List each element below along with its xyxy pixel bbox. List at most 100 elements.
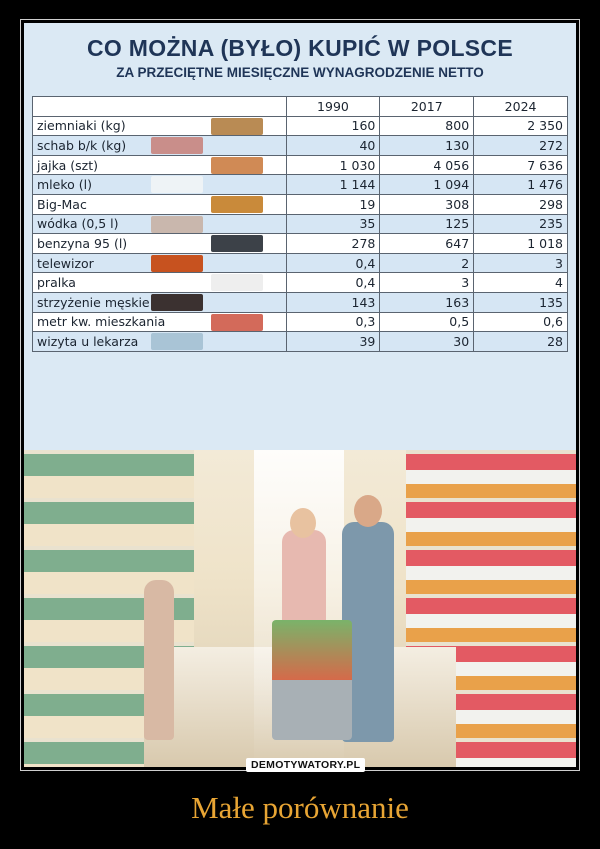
cell-2024: 0,6 bbox=[473, 311, 568, 333]
table-row: ziemniaki (kg) 160 800 2 350 bbox=[32, 115, 568, 137]
row-label-text: mleko (l) bbox=[37, 177, 92, 193]
comparison-table: 1990 2017 2024 ziemniaki (kg) 160 800 2 350… bbox=[32, 96, 568, 352]
table-row: pralka 0,4 3 4 bbox=[32, 272, 568, 293]
poster-frame: CO MOŻNA (BYŁO) KUPIĆ W POLSCE ZA PRZECI… bbox=[20, 19, 580, 772]
row-label: pralka bbox=[32, 272, 287, 293]
poster-subtitle: ZA PRZECIĘTNE MIESIĘCZNE WYNAGRODZENIE N… bbox=[116, 65, 484, 80]
row-label: schab b/k (kg) bbox=[32, 135, 287, 156]
item-photo-icon bbox=[211, 156, 263, 174]
cell-2017: 800 bbox=[379, 115, 475, 137]
cell-2024: 7 636 bbox=[473, 154, 568, 176]
row-label: Big-Mac bbox=[32, 193, 287, 215]
cell-2024: 1 018 bbox=[473, 233, 568, 254]
row-label-text: telewizor bbox=[37, 255, 94, 271]
row-label: wizyta u lekarza bbox=[32, 331, 287, 352]
cell-1990: 143 bbox=[285, 291, 381, 313]
background-shopper bbox=[144, 580, 174, 740]
row-label-text: metr kw. mieszkania bbox=[37, 314, 166, 330]
caption: Małe porównanie bbox=[191, 790, 409, 825]
row-label-text: wizyta u lekarza bbox=[37, 333, 139, 349]
watermark: DEMOTYWATORY.PL bbox=[246, 758, 366, 772]
row-label-text: pralka bbox=[37, 275, 76, 291]
row-label: strzyżenie męskie bbox=[32, 291, 287, 313]
item-photo-icon bbox=[151, 137, 203, 155]
cell-2024: 4 bbox=[473, 272, 568, 293]
table-row: telewizor 0,4 2 3 bbox=[32, 252, 568, 274]
table-row: metr kw. mieszkania 0,3 0,5 0,6 bbox=[32, 311, 568, 333]
cell-1990: 39 bbox=[285, 331, 381, 352]
item-photo-icon bbox=[211, 195, 263, 213]
cell-1990: 1 144 bbox=[285, 174, 381, 195]
cell-2017: 3 bbox=[379, 272, 475, 293]
item-photo-icon bbox=[151, 254, 203, 272]
header-1990: 1990 bbox=[285, 96, 381, 117]
table-header-row: 1990 2017 2024 bbox=[32, 96, 568, 117]
cell-2017: 125 bbox=[379, 213, 475, 235]
cell-1990: 0,4 bbox=[285, 272, 381, 293]
cell-2024: 3 bbox=[473, 252, 568, 274]
table-row: wódka (0,5 l) 35 125 235 bbox=[32, 213, 568, 235]
cell-1990: 0,4 bbox=[285, 252, 381, 274]
cell-2017: 1 094 bbox=[379, 174, 475, 195]
row-label-text: benzyna 95 (l) bbox=[37, 235, 128, 251]
item-photo-icon bbox=[211, 274, 263, 292]
row-label: metr kw. mieszkania bbox=[32, 311, 287, 333]
table-row: schab b/k (kg) 40 130 272 bbox=[32, 135, 568, 156]
item-photo-icon bbox=[211, 117, 263, 135]
cell-2024: 235 bbox=[473, 213, 568, 235]
cell-1990: 278 bbox=[285, 233, 381, 254]
cell-2017: 308 bbox=[379, 193, 475, 215]
cell-2017: 130 bbox=[379, 135, 475, 156]
table-row: Big-Mac 19 308 298 bbox=[32, 193, 568, 215]
cell-2024: 28 bbox=[473, 331, 568, 352]
header-label bbox=[32, 96, 287, 117]
row-label: ziemniaki (kg) bbox=[32, 115, 287, 137]
table-row: benzyna 95 (l) 278 647 1 018 bbox=[32, 233, 568, 254]
row-label: jajka (szt) bbox=[32, 154, 287, 176]
cell-2024: 135 bbox=[473, 291, 568, 313]
supermarket-illustration bbox=[24, 450, 576, 767]
shopping-cart bbox=[272, 620, 352, 740]
table-row: mleko (l) 1 144 1 094 1 476 bbox=[32, 174, 568, 195]
header-2017: 2017 bbox=[379, 96, 475, 117]
cell-2017: 4 056 bbox=[379, 154, 475, 176]
cell-1990: 160 bbox=[285, 115, 381, 137]
row-label: benzyna 95 (l) bbox=[32, 233, 287, 254]
row-label-text: ziemniaki (kg) bbox=[37, 118, 126, 134]
item-photo-icon bbox=[151, 176, 203, 194]
row-label-text: strzyżenie męskie bbox=[37, 294, 150, 310]
cell-1990: 0,3 bbox=[285, 311, 381, 333]
item-photo-icon bbox=[151, 215, 203, 233]
cell-2017: 30 bbox=[379, 331, 475, 352]
row-label-text: wódka (0,5 l) bbox=[37, 216, 119, 232]
item-photo-icon bbox=[151, 333, 203, 351]
cell-2024: 2 350 bbox=[473, 115, 568, 137]
poster: CO MOŻNA (BYŁO) KUPIĆ W POLSCE ZA PRZECI… bbox=[24, 23, 576, 767]
row-label: telewizor bbox=[32, 252, 287, 274]
item-photo-icon bbox=[211, 235, 263, 253]
cell-2017: 647 bbox=[379, 233, 475, 254]
table-row: strzyżenie męskie 143 163 135 bbox=[32, 291, 568, 313]
cell-1990: 19 bbox=[285, 193, 381, 215]
cell-2017: 2 bbox=[379, 252, 475, 274]
woman-head bbox=[290, 508, 316, 538]
row-label-text: schab b/k (kg) bbox=[37, 137, 127, 153]
cell-1990: 40 bbox=[285, 135, 381, 156]
header-2024: 2024 bbox=[473, 96, 568, 117]
table-row: wizyta u lekarza 39 30 28 bbox=[32, 331, 568, 352]
cell-1990: 1 030 bbox=[285, 154, 381, 176]
cell-2024: 272 bbox=[473, 135, 568, 156]
row-label: wódka (0,5 l) bbox=[32, 213, 287, 235]
cell-2024: 1 476 bbox=[473, 174, 568, 195]
cell-2017: 0,5 bbox=[379, 311, 475, 333]
table-row: jajka (szt) 1 030 4 056 7 636 bbox=[32, 154, 568, 176]
item-photo-icon bbox=[151, 293, 203, 311]
cell-2017: 163 bbox=[379, 291, 475, 313]
poster-title: CO MOŻNA (BYŁO) KUPIĆ W POLSCE bbox=[87, 35, 513, 61]
row-label-text: Big-Mac bbox=[37, 196, 87, 212]
cell-1990: 35 bbox=[285, 213, 381, 235]
man-head bbox=[354, 495, 382, 527]
item-photo-icon bbox=[211, 313, 263, 331]
cell-2024: 298 bbox=[473, 193, 568, 215]
row-label-text: jajka (szt) bbox=[37, 157, 98, 173]
